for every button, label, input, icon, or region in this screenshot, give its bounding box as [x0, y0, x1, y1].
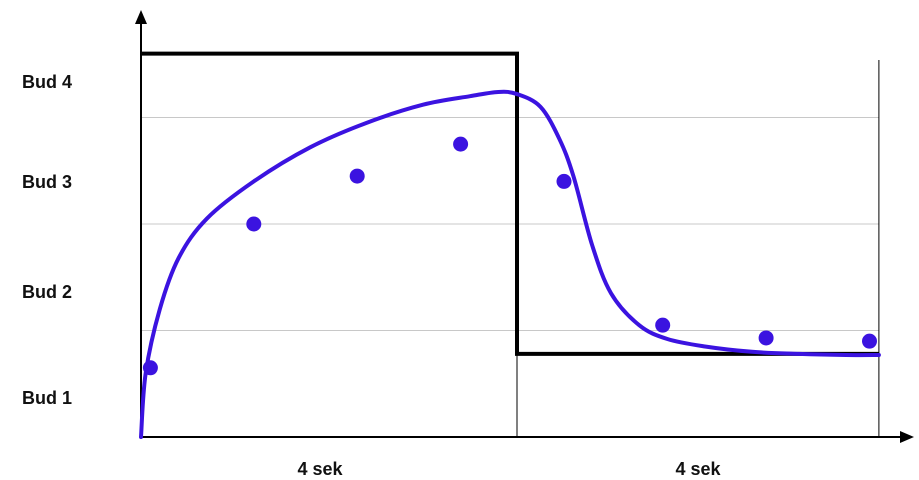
- y-tick-label-bud-2: Bud 2: [22, 282, 72, 302]
- axes: [135, 10, 914, 443]
- step-series-line: [141, 51, 879, 356]
- y-tick-label-bud-3: Bud 3: [22, 172, 72, 192]
- y-tick-label-bud-1: Bud 1: [22, 388, 72, 408]
- curve-point-6: [655, 317, 671, 333]
- curve-series-line: [139, 89, 881, 439]
- x-segment-label-1: 4 sek: [297, 459, 343, 479]
- series-layer: [139, 51, 881, 439]
- y-axis-arrow: [135, 10, 147, 24]
- y-tick-label-bud-4: Bud 4: [22, 72, 72, 92]
- curve-point-1: [142, 360, 158, 376]
- curve-point-3: [349, 168, 365, 184]
- gridlines: [141, 117, 879, 331]
- curve-point-2: [246, 216, 262, 232]
- curve-point-8: [862, 333, 877, 349]
- x-axis-arrow: [900, 431, 914, 443]
- curve-point-7: [758, 330, 774, 346]
- curve-point-5: [556, 173, 572, 189]
- x-segment-label-2: 4 sek: [675, 459, 721, 479]
- curve-point-4: [453, 136, 469, 152]
